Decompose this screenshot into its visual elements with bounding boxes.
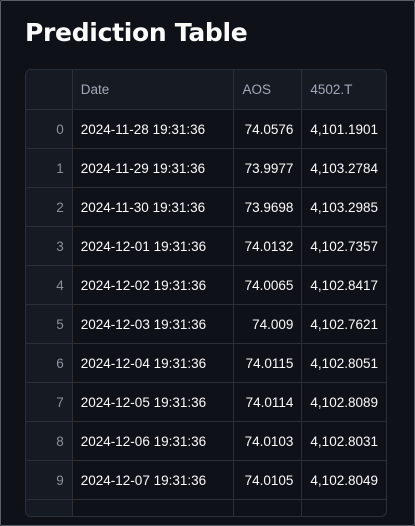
column-header-aos[interactable]: AOS xyxy=(233,70,303,110)
aos-cell[interactable]: 74.0103 xyxy=(233,421,303,461)
page-title: Prediction Table xyxy=(25,18,248,47)
date-cell[interactable]: 2024-12-07 19:31:36 xyxy=(72,460,235,500)
row-index-cell[interactable]: 3 xyxy=(26,226,73,266)
value-cell[interactable]: 4,102.8089 xyxy=(301,382,386,422)
filler-cell xyxy=(302,500,386,517)
column-header-date[interactable]: Date xyxy=(72,70,235,110)
aos-cell[interactable]: 74.0576 xyxy=(233,109,303,149)
table-row: 3 2024-12-01 19:31:36 74.0132 4,102.7357 xyxy=(26,226,386,266)
date-cell[interactable]: 2024-12-01 19:31:36 xyxy=(72,226,235,266)
table-row: 5 2024-12-03 19:31:36 74.009 4,102.7621 xyxy=(26,304,386,344)
date-cell[interactable]: 2024-12-05 19:31:36 xyxy=(72,382,235,422)
value-cell[interactable]: 4,103.2985 xyxy=(301,187,386,227)
row-index-cell[interactable]: 6 xyxy=(26,343,73,383)
value-cell[interactable]: 4,102.7357 xyxy=(301,226,386,266)
row-index-cell[interactable]: 7 xyxy=(26,382,73,422)
value-cell[interactable]: 4,103.2784 xyxy=(301,148,386,188)
value-cell[interactable]: 4,102.8051 xyxy=(301,343,386,383)
date-cell[interactable]: 2024-12-06 19:31:36 xyxy=(72,421,235,461)
table-row: 4 2024-12-02 19:31:36 74.0065 4,102.8417 xyxy=(26,265,386,305)
row-index-cell[interactable]: 9 xyxy=(26,460,73,500)
aos-cell[interactable]: 74.0114 xyxy=(233,382,303,422)
row-index-cell[interactable]: 1 xyxy=(26,148,73,188)
aos-cell[interactable]: 74.0065 xyxy=(233,265,303,305)
value-cell[interactable]: 4,101.1901 xyxy=(301,109,386,149)
aos-cell[interactable]: 73.9698 xyxy=(233,187,303,227)
row-index-cell[interactable]: 5 xyxy=(26,304,73,344)
date-cell[interactable]: 2024-11-28 19:31:36 xyxy=(72,109,235,149)
aos-cell[interactable]: 74.009 xyxy=(233,304,303,344)
table-row: 6 2024-12-04 19:31:36 74.0115 4,102.8051 xyxy=(26,343,386,383)
prediction-table[interactable]: Date AOS 4502.T 0 2024-11-28 19:31:36 74… xyxy=(25,69,387,517)
aos-cell[interactable]: 74.0105 xyxy=(233,460,303,500)
filler-cell xyxy=(26,499,73,516)
date-cell[interactable]: 2024-12-02 19:31:36 xyxy=(72,265,235,305)
table-row: 9 2024-12-07 19:31:36 74.0105 4,102.8049 xyxy=(26,460,386,500)
date-cell[interactable]: 2024-11-30 19:31:36 xyxy=(72,187,235,227)
table-header-row: Date AOS 4502.T xyxy=(26,70,386,110)
table-filler-row xyxy=(26,499,386,517)
aos-cell[interactable]: 73.9977 xyxy=(233,148,303,188)
filler-cell xyxy=(72,499,235,516)
filler-cell xyxy=(233,499,303,516)
table-row: 2 2024-11-30 19:31:36 73.9698 4,103.2985 xyxy=(26,187,386,227)
value-cell[interactable]: 4,102.7621 xyxy=(301,304,386,344)
value-cell[interactable]: 4,102.8417 xyxy=(301,265,386,305)
value-cell[interactable]: 4,102.8049 xyxy=(301,460,386,500)
column-header-index[interactable] xyxy=(26,70,73,110)
row-index-cell[interactable]: 0 xyxy=(26,109,73,149)
row-index-cell[interactable]: 2 xyxy=(26,187,73,227)
row-index-cell[interactable]: 8 xyxy=(26,421,73,461)
column-header-4502t[interactable]: 4502.T xyxy=(301,70,386,110)
table-row: 0 2024-11-28 19:31:36 74.0576 4,101.1901 xyxy=(26,109,386,149)
date-cell[interactable]: 2024-12-03 19:31:36 xyxy=(72,304,235,344)
date-cell[interactable]: 2024-12-04 19:31:36 xyxy=(72,343,235,383)
table-row: 1 2024-11-29 19:31:36 73.9977 4,103.2784 xyxy=(26,148,386,188)
row-index-cell[interactable]: 4 xyxy=(26,265,73,305)
value-cell[interactable]: 4,102.8031 xyxy=(301,421,386,461)
table-row: 7 2024-12-05 19:31:36 74.0114 4,102.8089 xyxy=(26,382,386,422)
date-cell[interactable]: 2024-11-29 19:31:36 xyxy=(72,148,235,188)
aos-cell[interactable]: 74.0115 xyxy=(233,343,303,383)
table-row: 8 2024-12-06 19:31:36 74.0103 4,102.8031 xyxy=(26,421,386,461)
aos-cell[interactable]: 74.0132 xyxy=(233,226,303,266)
